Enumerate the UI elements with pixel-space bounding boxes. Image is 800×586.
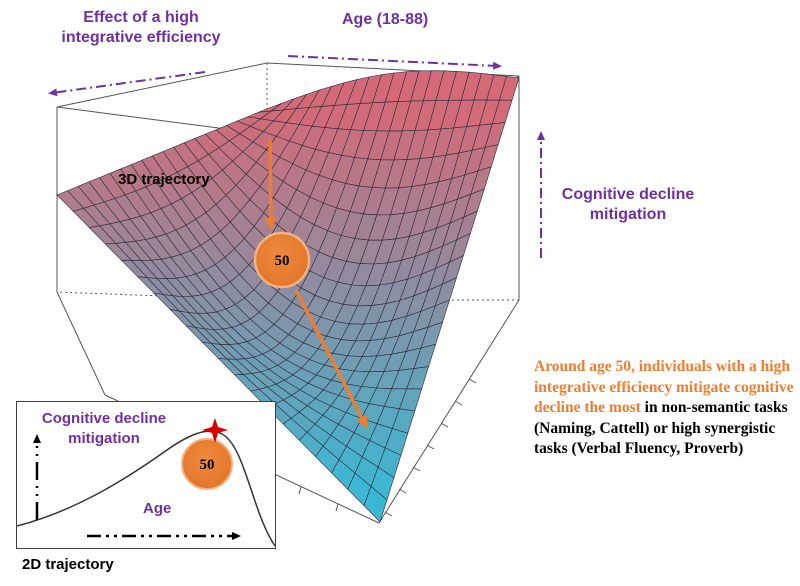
effect-axis-arrow [48, 71, 206, 97]
trajectory-3d-label: 3D trajectory [118, 171, 210, 188]
age-axis-arrow [287, 55, 502, 70]
annotation-rest: in non-semantic tasks (Naming, Cattell) … [534, 399, 788, 457]
trajectory-arrow-down [264, 139, 277, 231]
svg-text:50: 50 [200, 457, 215, 473]
age-axis-label: Age (18-88) [342, 11, 429, 28]
effect-axis-label: Effect of a high integrative efficiency [61, 9, 221, 46]
axis-arrows [48, 55, 545, 258]
annotation-text: Around age 50, individuals with a high i… [534, 357, 796, 460]
inset-age-50-marker: 50 [181, 438, 233, 490]
age-50-marker: 50 [253, 231, 311, 289]
inset-2d-plot: 50 Cognitive decline mitigation Age [16, 401, 276, 549]
inset-x-label: Age [143, 500, 172, 517]
trajectory-arrow-diagonal [294, 289, 368, 430]
annotation-highlight: Around age 50, individuals with a high i… [534, 358, 794, 416]
inset-y-label: Cognitive decline mitigation [41, 410, 167, 447]
trajectory-2d-label: 2D trajectory [22, 556, 114, 573]
surface-cell [363, 485, 388, 523]
svg-text:50: 50 [275, 253, 290, 269]
trajectory-2d-curve [17, 430, 275, 547]
peak-star-icon [202, 418, 228, 443]
cognitive-axis-label: Cognitive decline mitigation [561, 186, 695, 223]
